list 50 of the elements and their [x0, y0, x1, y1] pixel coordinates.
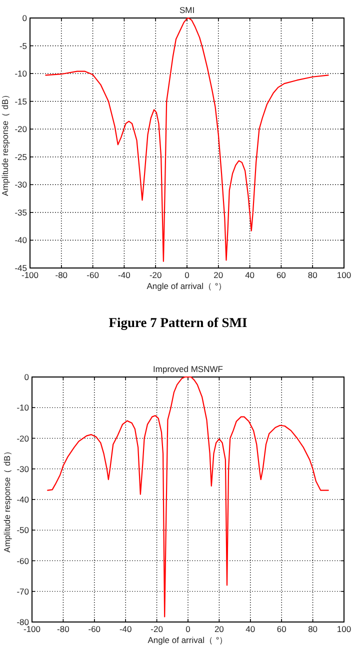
x-axis-title: Angle of arrival（ °） — [146, 281, 228, 291]
x-tick-label: 100 — [336, 270, 352, 280]
y-tick-label: -10 — [16, 402, 30, 413]
y-tick-label: -40 — [14, 235, 28, 246]
line-series — [47, 376, 329, 618]
x-tick-label: 0 — [186, 624, 191, 634]
x-tick-label: 40 — [245, 270, 255, 280]
caption: Figure 7 Pattern of SMI — [108, 315, 248, 330]
y-tick-label: -35 — [14, 207, 28, 218]
y-tick-label: -30 — [16, 464, 30, 474]
y-axis-title: Amplitude response（ dB） — [2, 446, 12, 552]
x-tick-label: -80 — [57, 624, 70, 634]
y-tick-label: -80 — [16, 617, 30, 627]
y-tick-label: -40 — [16, 494, 30, 504]
y-tick-label: -30 — [14, 180, 28, 190]
y-tick-label: -10 — [14, 68, 28, 79]
x-tick-label: 80 — [308, 270, 318, 280]
x-tick-label: -100 — [23, 624, 41, 634]
y-tick-label: -20 — [16, 433, 30, 444]
x-tick-label: 0 — [184, 270, 190, 280]
y-tick-label: -50 — [16, 525, 30, 536]
chart-title: Improved MSNWF — [153, 364, 223, 374]
x-tick-label: 80 — [308, 624, 318, 634]
y-tick-label: -5 — [19, 40, 28, 51]
y-tick-label: -15 — [14, 96, 28, 106]
y-tick-label: 0 — [24, 372, 30, 382]
x-tick-label: -60 — [86, 270, 100, 280]
x-tick-label: 100 — [336, 624, 352, 634]
line-series — [45, 17, 329, 262]
x-tick-label: -20 — [150, 624, 164, 634]
x-tick-label: -60 — [88, 624, 101, 634]
x-tick-label: -100 — [21, 270, 39, 280]
y-tick-label: 0 — [22, 13, 28, 23]
y-tick-label: -60 — [16, 556, 30, 566]
chart-title: SMI — [179, 5, 195, 15]
y-tick-label: -20 — [14, 124, 28, 134]
x-tick-label: -40 — [118, 270, 131, 280]
x-tick-label: -80 — [55, 270, 68, 280]
x-axis-title: Angle of arrival（ °） — [148, 635, 228, 645]
x-tick-label: 40 — [246, 624, 256, 634]
x-tick-label: 20 — [214, 270, 224, 280]
x-tick-label: 60 — [276, 624, 287, 634]
y-tick-label: -45 — [14, 263, 28, 273]
y-tick-label: -70 — [16, 586, 30, 596]
x-tick-label: 20 — [214, 624, 224, 634]
y-axis-title: Amplitude response（ dB） — [0, 90, 10, 196]
x-tick-label: 60 — [276, 270, 286, 280]
y-tick-label: -25 — [14, 152, 28, 162]
x-tick-label: -40 — [119, 624, 132, 634]
x-tick-label: -20 — [149, 270, 162, 280]
